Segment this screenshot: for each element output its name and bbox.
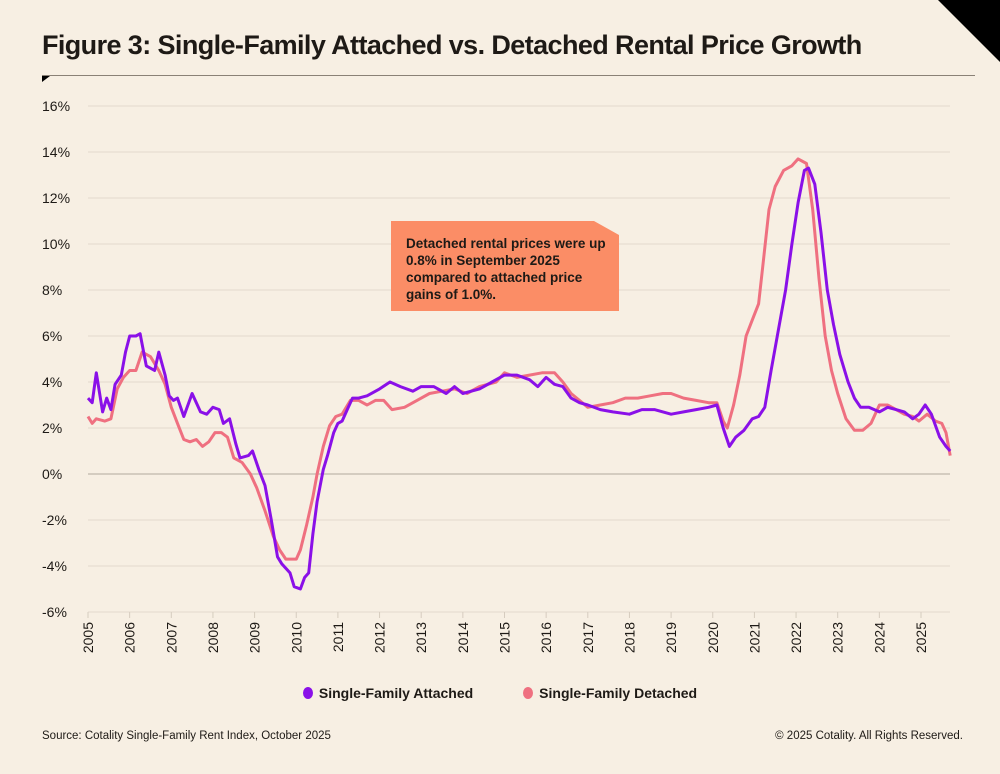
- y-tick-label: 16%: [42, 98, 70, 114]
- title-divider: [42, 75, 975, 76]
- y-tick-label: -4%: [42, 558, 67, 574]
- x-tick-label: 2016: [538, 622, 554, 653]
- x-tick-label: 2009: [247, 622, 263, 653]
- corner-decoration: [938, 0, 1000, 62]
- x-tick-label: 2020: [705, 622, 721, 653]
- copyright: © 2025 Cotality. All Rights Reserved.: [775, 730, 963, 742]
- annotation-box: Detached rental prices were up 0.8% in S…: [391, 221, 619, 311]
- x-tick-label: 2014: [455, 622, 471, 653]
- x-tick-label: 2021: [746, 622, 762, 653]
- x-tick-label: 2015: [497, 622, 513, 653]
- y-tick-label: 12%: [42, 190, 70, 206]
- x-tick-label: 2019: [663, 622, 679, 653]
- x-tick-label: 2012: [372, 622, 388, 653]
- x-tick-label: 2022: [788, 622, 804, 653]
- x-tick-label: 2008: [205, 622, 221, 653]
- annotation-text: Detached rental prices were up 0.8% in S…: [406, 236, 606, 302]
- source-note: Source: Cotality Single-Family Rent Inde…: [42, 730, 331, 742]
- x-tick-label: 2006: [122, 622, 138, 653]
- y-tick-label: 14%: [42, 144, 70, 160]
- y-tick-label: 6%: [42, 328, 62, 344]
- x-tick-label: 2018: [621, 622, 637, 653]
- x-tick-label: 2017: [580, 622, 596, 653]
- y-tick-label: -6%: [42, 604, 67, 620]
- legend-item-attached: Single-Family Attached: [302, 685, 474, 701]
- y-tick-label: 10%: [42, 236, 70, 252]
- legend: Single-Family Attached Single-Family Det…: [0, 685, 1000, 701]
- y-tick-label: 8%: [42, 282, 62, 298]
- legend-label-detached: Single-Family Detached: [539, 685, 698, 701]
- legend-item-detached: Single-Family Detached: [523, 685, 697, 701]
- x-tick-label: 2007: [163, 622, 179, 653]
- line-chart: -6% -4% -2% 0% 2% 4% 6% 8% 10% 12% 14% 16% 2005 2006 2…: [42, 98, 952, 653]
- x-tick-label: 2024: [871, 622, 887, 653]
- legend-swatch-attached: [302, 687, 313, 699]
- y-tick-label: 0%: [42, 466, 62, 482]
- legend-label-attached: Single-Family Attached: [318, 685, 474, 701]
- divider-marker: [42, 76, 50, 82]
- x-tick-label: 2005: [80, 622, 96, 653]
- series-line-single-family-attached: [86, 166, 952, 591]
- y-tick-label: -2%: [42, 512, 67, 528]
- chart-title: Figure 3: Single-Family Attached vs. Det…: [42, 30, 862, 60]
- x-tick-label: 2023: [830, 622, 846, 653]
- x-tick-label: 2025: [913, 622, 929, 653]
- x-tick-label: 2011: [330, 622, 346, 652]
- y-tick-label: 2%: [42, 420, 62, 436]
- series-line-single-family-detached: [86, 157, 952, 561]
- x-tick-label: 2010: [288, 622, 304, 653]
- y-tick-label: 4%: [42, 374, 62, 390]
- legend-swatch-detached: [523, 687, 534, 699]
- x-tick-label: 2013: [413, 622, 429, 653]
